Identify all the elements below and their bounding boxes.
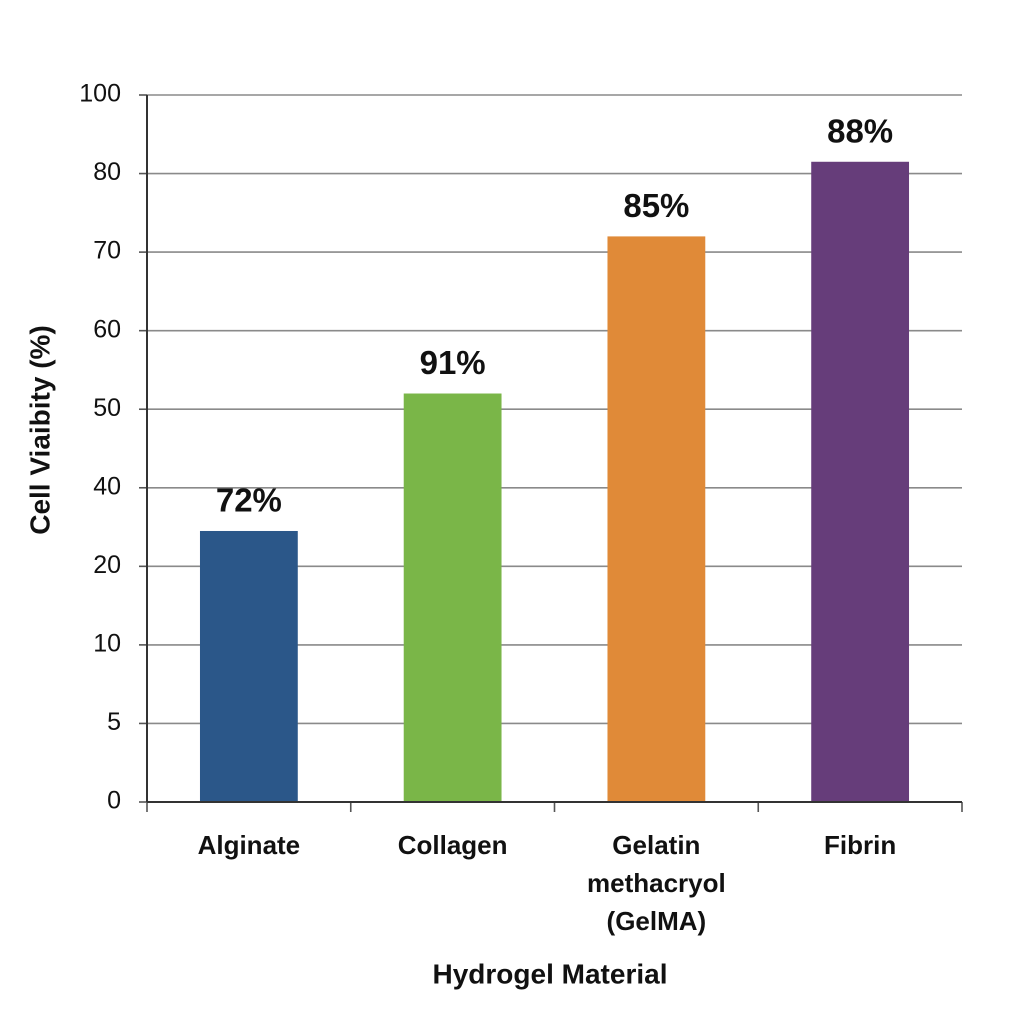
y-tick-label: 50 <box>93 394 121 422</box>
x-tick-label: Alginate <box>197 830 301 860</box>
data-label: 85% <box>623 187 689 224</box>
y-tick-label: 80 <box>93 158 121 186</box>
bar <box>199 530 298 802</box>
x-tick-label: Fibrin <box>824 830 897 860</box>
y-tick-label: 5 <box>107 708 121 736</box>
y-tick-label: 10 <box>93 629 121 657</box>
y-tick-label: 20 <box>93 551 121 579</box>
data-label: 91% <box>420 344 486 381</box>
y-tick-label: 100 <box>79 80 121 108</box>
x-axis-label: Hydrogel Material <box>433 958 668 989</box>
data-label: 72% <box>216 482 282 519</box>
y-axis-label: Cell Viaibity (%) <box>24 325 55 535</box>
bar <box>403 393 502 802</box>
y-tick-label: 0 <box>107 787 121 815</box>
data-label: 88% <box>827 112 893 149</box>
bar <box>607 236 706 802</box>
y-tick-label: 60 <box>93 315 121 343</box>
x-tick-label: Gelatin methacryol (GelMA) <box>587 830 726 936</box>
y-tick-label: 70 <box>93 237 121 265</box>
x-tick-label: Collagen <box>397 830 508 860</box>
bar <box>811 161 910 802</box>
y-tick-label: 40 <box>93 472 121 500</box>
